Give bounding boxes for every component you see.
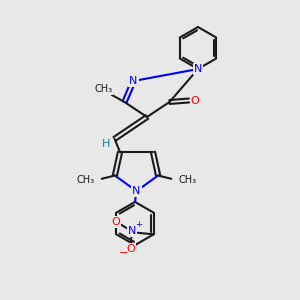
Text: −: −	[119, 248, 129, 258]
Text: O: O	[126, 244, 135, 254]
Text: CH₃: CH₃	[94, 84, 112, 94]
Text: N: N	[128, 226, 136, 236]
Text: N: N	[129, 76, 138, 86]
Text: N: N	[132, 186, 141, 196]
Text: N: N	[194, 64, 202, 74]
Text: +: +	[135, 220, 142, 229]
Text: O: O	[190, 95, 200, 106]
Text: H: H	[101, 139, 110, 149]
Text: CH₃: CH₃	[178, 175, 196, 185]
Text: CH₃: CH₃	[77, 175, 95, 185]
Text: O: O	[111, 217, 120, 227]
